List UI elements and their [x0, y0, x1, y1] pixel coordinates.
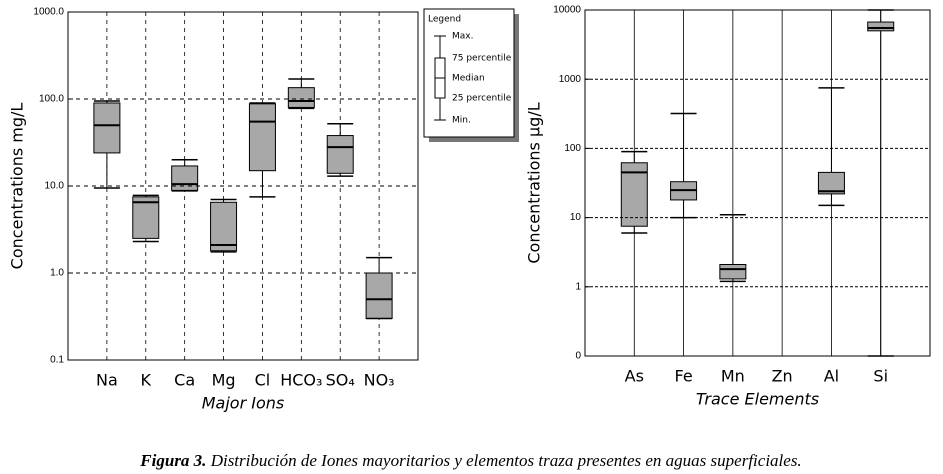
x-axis-label: Major Ions: [202, 394, 285, 413]
x-tick-label: K: [141, 371, 152, 390]
box-iqr: [719, 264, 747, 280]
x-tick-label: Al: [824, 367, 839, 386]
legend-label: 25 percentile: [452, 94, 512, 104]
x-tick-label: Si: [873, 367, 888, 386]
y-tick-label: 100: [564, 143, 581, 154]
y-axis-label: Concentrations mg/L: [8, 103, 27, 270]
y-tick-label: 10: [570, 212, 582, 223]
caption-text: Distribución de Iones mayoritarios y ele…: [210, 451, 802, 470]
y-tick-label: 10.0: [45, 181, 65, 192]
box-iqr: [248, 103, 276, 172]
x-axis-label: Trace Elements: [696, 390, 819, 409]
box-iqr: [867, 21, 895, 32]
x-tick-label: Mg: [212, 371, 236, 390]
y-tick-label: 0: [575, 351, 581, 362]
box-iqr: [171, 165, 199, 191]
x-tick-label: Mn: [721, 367, 745, 386]
y-tick-label: 1.0: [50, 268, 64, 279]
box-iqr: [132, 196, 160, 239]
legend-label: Median: [452, 74, 485, 84]
legend-label: 75 percentile: [452, 54, 512, 64]
x-tick-label: HCO₃: [280, 371, 322, 390]
x-tick-label: Ca: [174, 371, 195, 390]
y-tick-label: 1000: [559, 74, 582, 85]
x-tick-label: Zn: [772, 367, 793, 386]
x-tick-label: SO₄: [326, 371, 355, 390]
box-iqr: [287, 87, 315, 108]
caption-label: Figura 3.: [139, 451, 206, 470]
x-tick-label: NO₃: [364, 371, 395, 390]
x-tick-label: Na: [96, 371, 118, 390]
box-iqr: [326, 135, 354, 174]
caption: Figura 3. Distribución de Iones mayorita…: [139, 451, 801, 470]
plot-frame: [584, 9, 931, 357]
y-tick-label: 10000: [553, 5, 581, 16]
y-tick-label: 1: [575, 281, 581, 292]
box-iqr: [365, 272, 393, 319]
legend-title: Legend: [428, 15, 461, 25]
box-iqr: [210, 201, 238, 252]
legend-label: Max.: [452, 32, 473, 42]
y-tick-label: 0.1: [50, 355, 64, 366]
legend-label: Min.: [452, 116, 471, 126]
y-tick-label: 100.0: [39, 94, 64, 105]
y-axis-label: Concentrations µg/L: [525, 102, 544, 263]
y-tick-label: 1000.0: [33, 7, 64, 18]
legend: Legend Max. 75 percentile Median 25 perc…: [423, 8, 519, 142]
x-tick-label: Cl: [255, 371, 271, 390]
box-iqr: [93, 102, 121, 154]
x-tick-label: As: [625, 367, 644, 386]
x-tick-label: Fe: [674, 367, 692, 386]
